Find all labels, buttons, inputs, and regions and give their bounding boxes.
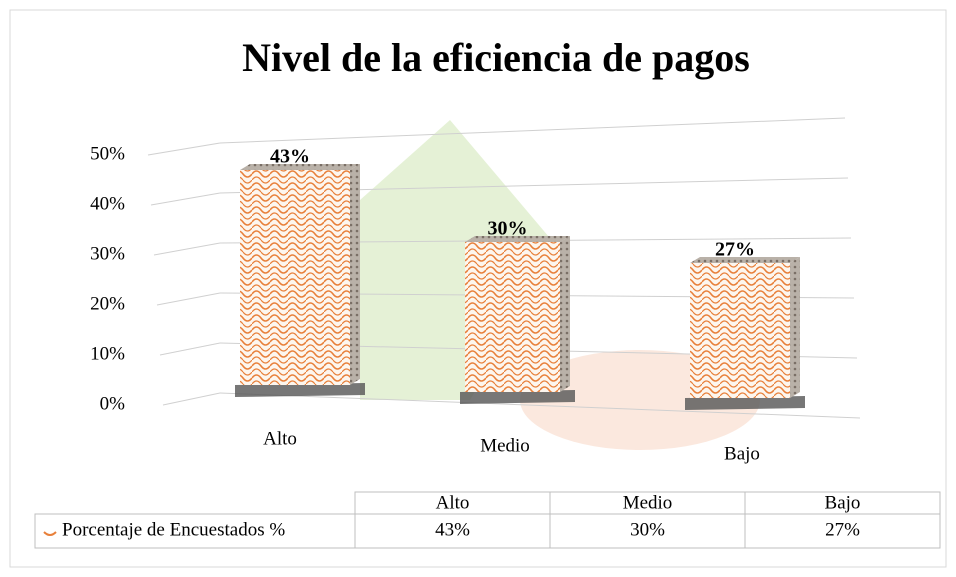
- bar-top: [465, 236, 570, 242]
- x-tick-label: Bajo: [724, 443, 760, 464]
- bar-side: [350, 164, 360, 385]
- y-tick-label: 50%: [90, 143, 125, 164]
- table-value: 30%: [630, 519, 665, 540]
- data-label: 27%: [715, 239, 755, 261]
- grid-line: [159, 342, 221, 356]
- table-value: 27%: [825, 519, 860, 540]
- x-tick-label: Alto: [263, 428, 297, 449]
- bar-side: [560, 236, 570, 392]
- y-tick-label: 10%: [90, 343, 125, 364]
- bar-shadow: [460, 390, 575, 404]
- bar-shadow: [685, 396, 805, 410]
- table-value: 43%: [435, 519, 470, 540]
- bar: [240, 170, 350, 385]
- table-header: Bajo: [825, 492, 861, 513]
- y-tick-label: 20%: [90, 293, 125, 314]
- table-header: Alto: [436, 492, 470, 513]
- bar: [465, 242, 560, 392]
- data-label: 30%: [488, 218, 528, 240]
- bar-shadow: [235, 383, 365, 397]
- legend-label: Porcentaje de Encuestados %: [62, 519, 285, 540]
- grid-line: [219, 117, 846, 144]
- bar-top: [240, 164, 360, 170]
- y-tick-label: 0%: [100, 393, 126, 414]
- grid-line: [156, 292, 221, 306]
- legend-marker: [43, 531, 57, 536]
- data-label: 43%: [270, 146, 310, 168]
- chart-title: Nivel de la eficiencia de pagos: [242, 35, 750, 80]
- grid-line: [147, 142, 221, 156]
- grid-line: [219, 392, 861, 419]
- y-tick-label: 40%: [90, 193, 125, 214]
- table-cell: [744, 513, 941, 549]
- bar-top: [690, 257, 800, 263]
- grid-line: [162, 392, 221, 406]
- table-header: Medio: [623, 492, 673, 513]
- grid-line: [153, 242, 221, 256]
- y-tick-label: 30%: [90, 243, 125, 264]
- bar: [690, 263, 790, 398]
- bar-side: [790, 257, 800, 398]
- grid-line: [150, 192, 221, 206]
- x-tick-label: Medio: [480, 435, 530, 456]
